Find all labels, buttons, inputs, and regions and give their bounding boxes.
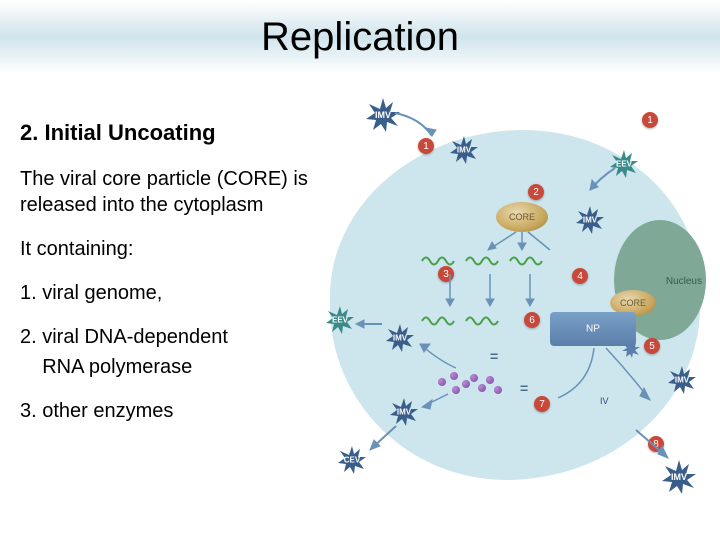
mrna-icon: [508, 254, 548, 268]
arrow-assemble: [414, 390, 454, 414]
step-badge-1b: 1: [642, 112, 658, 128]
virus-eev-left: EEV: [326, 306, 354, 334]
virus-label: IMV: [375, 110, 391, 120]
equals-1: =: [490, 348, 498, 364]
list-item-1: 1. viral genome,: [20, 280, 310, 306]
virus-label: IMV: [457, 146, 471, 155]
virus-label: IMV: [393, 334, 407, 343]
arrow-exit: [630, 426, 676, 466]
paragraph-2: It containing:: [20, 236, 310, 262]
protein-dot: [478, 384, 486, 392]
equals-2: =: [520, 380, 528, 396]
np-label: NP: [586, 324, 600, 335]
step-badge-2: 2: [528, 184, 544, 200]
mrna-icon: [420, 314, 460, 328]
virus-label: IMV: [397, 408, 411, 417]
core-label: CORE: [509, 212, 535, 222]
step-badge-7: 7: [534, 396, 550, 412]
mrna-icon: [464, 314, 504, 328]
protein-dot: [438, 378, 446, 386]
list-item-2b: RNA polymerase: [20, 354, 310, 380]
arrow-np-out: [550, 344, 660, 424]
page-title: Replication: [261, 15, 459, 60]
step-badge-4: 4: [572, 268, 588, 284]
virus-imv-mid: IMV: [576, 206, 604, 234]
diagram-area: Nucleus IMV 1 1 IMV EEV 2 CORE: [310, 90, 715, 530]
virus-label: IMV: [671, 472, 687, 482]
virus-label: IMV: [583, 216, 597, 225]
protein-dot: [462, 380, 470, 388]
protein-dot: [470, 374, 478, 382]
protein-dot: [486, 376, 494, 384]
title-band: Replication: [0, 0, 720, 74]
arrow-eev: [580, 160, 620, 200]
nucleus-label: Nucleus: [666, 276, 702, 287]
core-label: CORE: [620, 298, 646, 308]
section-heading: 2. Initial Uncoating: [20, 120, 310, 146]
paragraph-1: The viral core particle (CORE) is releas…: [20, 166, 310, 218]
arrow-imv-dots: [408, 332, 464, 376]
mrna-icon: [464, 254, 504, 268]
arrow-cev: [362, 422, 402, 456]
protein-dot: [450, 372, 458, 380]
list-item-2a: 2. viral DNA-dependent: [20, 324, 310, 350]
text-column: 2. Initial Uncoating The viral core part…: [20, 120, 310, 442]
virus-label: CEV: [344, 456, 360, 465]
virus-imv-right: IMV: [668, 366, 696, 394]
virus-label: EEV: [332, 316, 348, 325]
list-item-3: 3. other enzymes: [20, 398, 310, 424]
mrna-icon: [420, 254, 460, 268]
step-badge-6: 6: [524, 312, 540, 328]
virus-imv-inside: IMV: [450, 136, 478, 164]
virus-label: IMV: [675, 376, 689, 385]
protein-dot: [494, 386, 502, 394]
step-badge-1: 1: [418, 138, 434, 154]
arrow-eev-out: [352, 314, 386, 334]
